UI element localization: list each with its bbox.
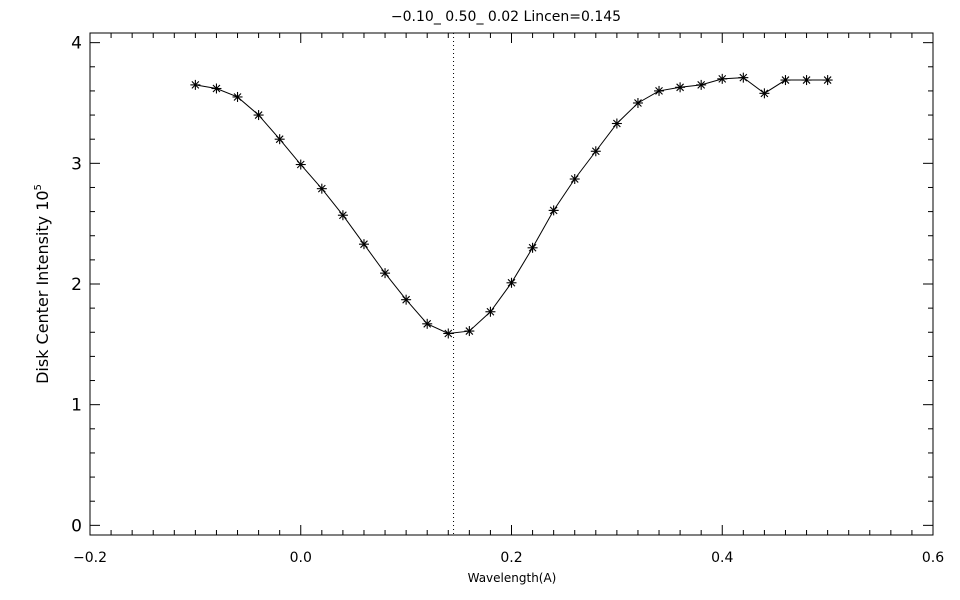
data-point: [506, 277, 517, 288]
y-tick-label: 1: [71, 396, 82, 416]
data-point: [527, 242, 538, 253]
data-point: [780, 75, 791, 86]
series-line: [195, 77, 828, 334]
data-point: [717, 73, 728, 84]
x-tick-labels: −0.2 0.0 0.2 0.4 0.6: [73, 550, 944, 566]
y-tick-label: 4: [71, 34, 82, 54]
data-point: [211, 83, 222, 94]
data-point: [358, 239, 369, 250]
data-point: [548, 205, 559, 216]
data-point: [675, 82, 686, 93]
y-tick-label: 2: [71, 275, 82, 295]
x-tick-label: 0.0: [290, 550, 312, 566]
data-point: [337, 210, 348, 221]
data-point: [759, 88, 770, 99]
data-point: [274, 134, 285, 145]
data-point: [380, 268, 391, 279]
y-axis-label-text: Disk Center Intensity 10: [33, 190, 52, 383]
y-axis-label: Disk Center Intensity 105: [33, 184, 52, 384]
data-point: [611, 118, 622, 129]
data-point: [253, 110, 264, 121]
x-axis-label: Wavelength(A): [468, 571, 557, 585]
data-point: [422, 318, 433, 329]
data-point: [485, 306, 496, 317]
chart-title: −0.10_ 0.50_ 0.02 Lincen=0.145: [391, 9, 621, 25]
data-point: [696, 79, 707, 90]
data-point: [822, 75, 833, 86]
y-tick-label: 3: [71, 154, 82, 174]
x-tick-label: −0.2: [73, 550, 107, 566]
y-tick-labels: 0 1 2 3 4: [71, 34, 82, 537]
data-point: [654, 85, 665, 96]
data-point: [738, 72, 749, 83]
data-point: [232, 91, 243, 102]
x-tick-label: 0.4: [711, 550, 733, 566]
axis-ticks: [89, 33, 934, 535]
y-axis-label-exponent: 5: [33, 184, 44, 190]
y-tick-label: 0: [71, 516, 82, 536]
data-point: [464, 326, 475, 337]
data-point: [401, 294, 412, 305]
data-point: [190, 79, 201, 90]
data-point: [569, 174, 580, 185]
data-point: [316, 183, 327, 194]
data-markers: [190, 72, 833, 339]
x-tick-label: 0.2: [500, 550, 522, 566]
data-point: [295, 159, 306, 170]
x-tick-label: 0.6: [922, 550, 944, 566]
data-point: [632, 97, 643, 108]
data-point: [801, 75, 812, 86]
data-point: [443, 328, 454, 339]
data-point: [590, 146, 601, 157]
